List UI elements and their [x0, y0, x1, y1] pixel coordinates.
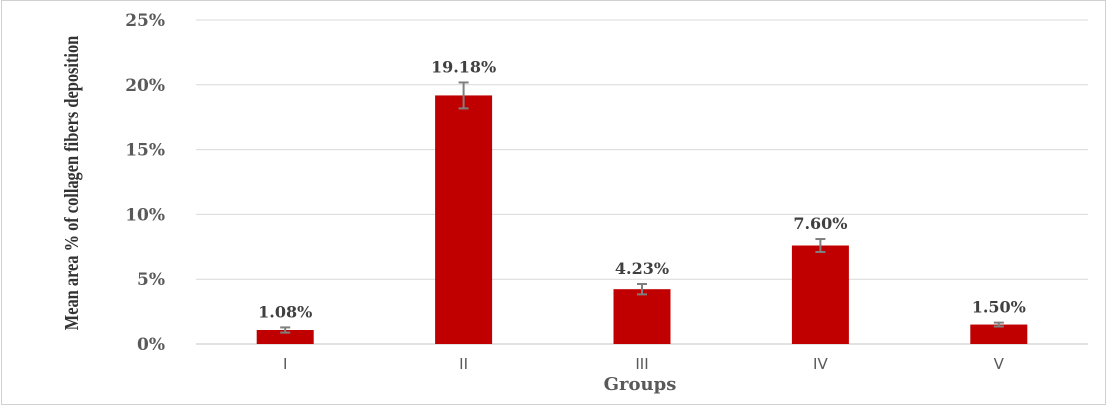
bar-II — [435, 95, 493, 344]
y-tick-label: 5% — [137, 270, 165, 290]
y-tick-label: 15% — [125, 141, 165, 161]
data-label: 19.18% — [431, 57, 496, 76]
y-tick-label: 20% — [125, 76, 165, 96]
bar-V — [970, 324, 1028, 344]
x-axis-title: Groups — [604, 374, 677, 395]
data-label: 1.08% — [258, 302, 312, 321]
data-labels: 1.08% 19.18% 4.23% 7.60% 1.50% — [258, 57, 1026, 321]
bar-I — [256, 330, 314, 344]
data-label: 1.50% — [972, 298, 1026, 317]
data-label: 4.23% — [615, 259, 669, 278]
x-tick-label: I — [283, 355, 287, 373]
y-axis-title: Mean area % of collagen fibers depositio… — [61, 36, 83, 331]
x-axis-categories: I II III IV V — [283, 355, 1005, 373]
x-tick-label: III — [635, 355, 648, 373]
x-tick-label: II — [459, 355, 468, 373]
y-tick-label: 10% — [125, 205, 165, 225]
error-bars — [280, 81, 1004, 334]
y-tick-label: 0% — [137, 335, 165, 355]
x-tick-label: IV — [813, 355, 828, 373]
bar-III — [613, 289, 671, 344]
gridlines — [196, 19, 1088, 345]
x-tick-label: V — [994, 355, 1005, 373]
bar-IV — [791, 245, 849, 344]
bars — [256, 95, 1028, 344]
y-axis-ticks: 0% 5% 10% 15% 20% 25% — [125, 11, 165, 355]
y-tick-label: 25% — [125, 11, 165, 31]
data-label: 7.60% — [793, 214, 847, 233]
